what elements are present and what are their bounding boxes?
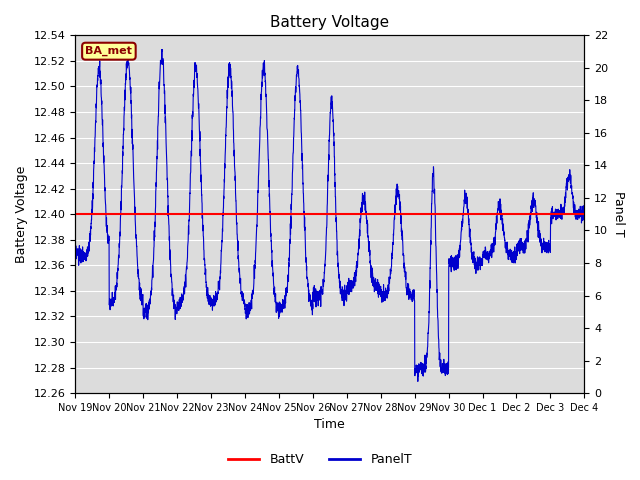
Y-axis label: Panel T: Panel T — [612, 192, 625, 237]
Legend: BattV, PanelT: BattV, PanelT — [223, 448, 417, 471]
Text: BA_met: BA_met — [86, 46, 132, 56]
Title: Battery Voltage: Battery Voltage — [270, 15, 389, 30]
Y-axis label: Battery Voltage: Battery Voltage — [15, 166, 28, 263]
X-axis label: Time: Time — [314, 419, 345, 432]
